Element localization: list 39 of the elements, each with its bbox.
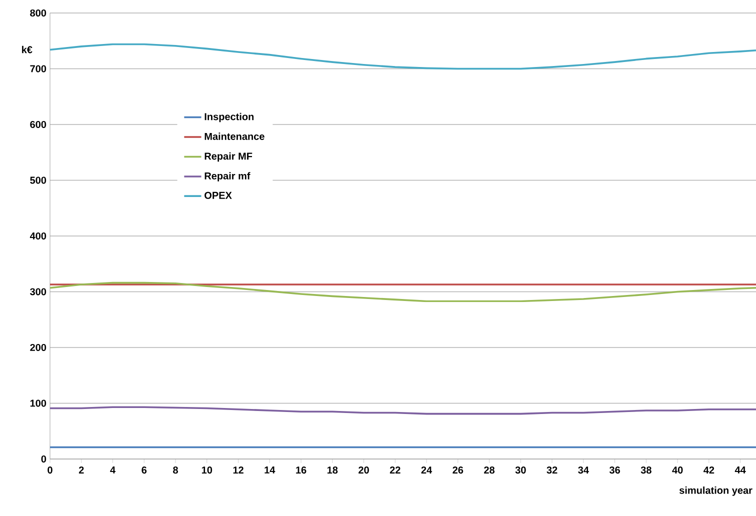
x-tick-label: 24 (421, 466, 432, 474)
legend-label: Repair MF (204, 152, 252, 162)
y-tick-label: 0 (41, 455, 46, 463)
legend-label: Repair mf (204, 172, 250, 182)
x-tick-label: 16 (296, 466, 306, 474)
x-tick-label: 26 (452, 466, 464, 474)
y-tick-label: 400 (30, 232, 46, 240)
x-tick-label: 12 (233, 466, 244, 474)
y-tick-label: 100 (30, 400, 46, 407)
x-tick-label: 38 (640, 466, 652, 474)
x-tick-label: 18 (327, 466, 338, 474)
x-tick-label: 10 (202, 466, 212, 474)
x-tick-label: 8 (173, 466, 178, 474)
y-tick-label: 200 (30, 344, 46, 352)
x-tick-label: 4 (110, 466, 116, 474)
x-tick-label: 2 (78, 466, 84, 474)
x-tick-label: 6 (142, 466, 147, 474)
x-tick-label: 14 (264, 466, 276, 474)
x-tick-label: 40 (672, 466, 683, 474)
y-tick-label: 600 (30, 120, 46, 128)
y-axis-title: k€ (22, 46, 32, 54)
legend-label: Inspection (204, 112, 254, 122)
legend-label: OPEX (204, 192, 232, 199)
legend-label: Maintenance (204, 132, 264, 140)
x-tick-label: 42 (704, 466, 714, 474)
x-tick-label: 36 (609, 466, 620, 474)
x-tick-label: 32 (546, 466, 558, 474)
x-tick-label: 34 (578, 466, 589, 474)
x-axis-title: simulation year (679, 486, 752, 496)
x-tick-label: 28 (484, 466, 495, 474)
y-tick-label: 700 (30, 65, 46, 72)
y-tick-label: 800 (30, 9, 46, 17)
x-tick-label: 0 (48, 466, 52, 474)
x-tick-label: 20 (358, 466, 369, 474)
y-tick-label: 500 (30, 176, 46, 184)
x-tick-label: 30 (515, 466, 526, 474)
y-tick-label: 300 (30, 288, 46, 296)
x-tick-label: 22 (390, 466, 400, 474)
x-tick-label: 44 (734, 466, 746, 474)
